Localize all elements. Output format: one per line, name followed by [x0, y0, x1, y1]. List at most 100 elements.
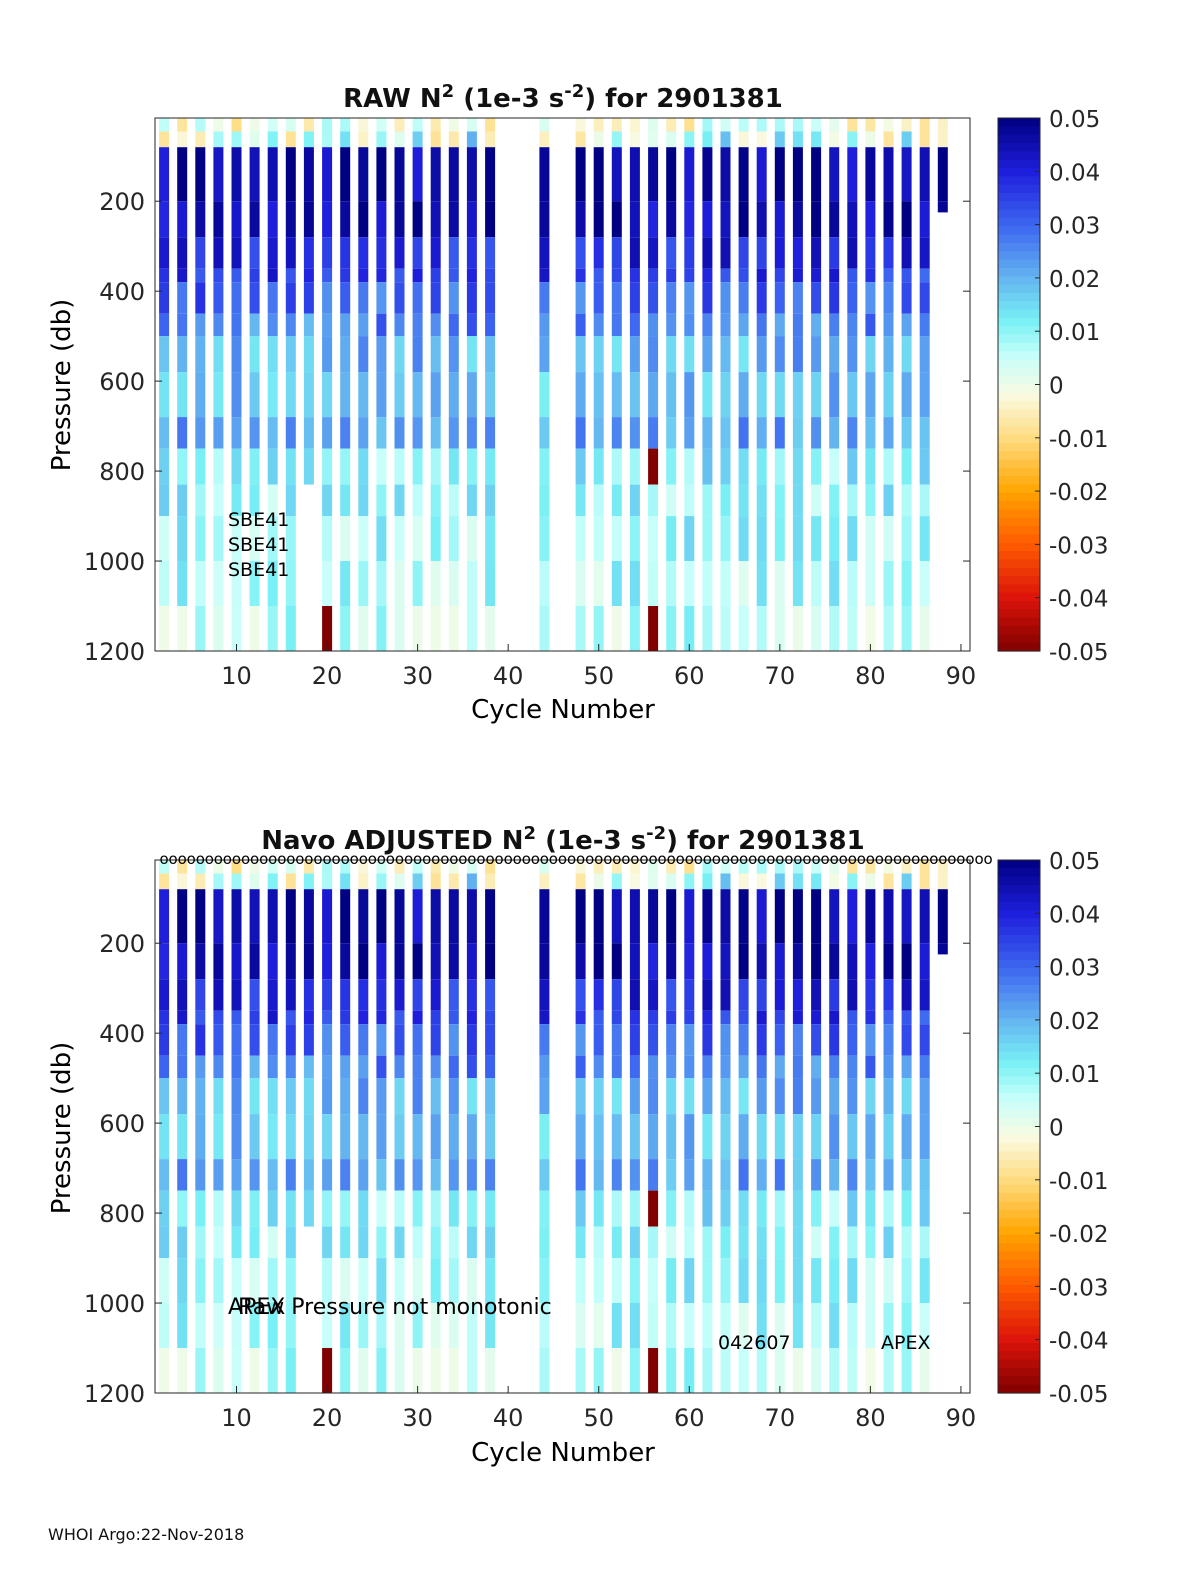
heatmap-cell: [466, 889, 477, 944]
heatmap-cell: [756, 860, 767, 874]
heatmap-cell: [575, 860, 586, 874]
heatmap-cell: [919, 1159, 930, 1191]
heatmap-cell: [448, 979, 459, 1011]
heatmap-cell: [611, 237, 622, 269]
colorbar-swatch: [998, 584, 1040, 594]
heatmap-cell: [811, 1258, 822, 1304]
heatmap-cell: [394, 943, 405, 980]
heatmap-cell: [792, 1010, 803, 1025]
profile-marker: o: [359, 850, 368, 868]
heatmap-cell: [629, 268, 640, 283]
heatmap-cell: [883, 1303, 894, 1348]
heatmap-cell: [358, 1078, 369, 1115]
heatmap-cell: [901, 1159, 912, 1191]
heatmap-cell: [485, 313, 496, 337]
heatmap-cell: [901, 1055, 912, 1079]
heatmap-cell: [159, 372, 170, 418]
heatmap-cell: [720, 1303, 731, 1348]
heatmap-cell: [267, 1078, 278, 1115]
heatmap-cell: [774, 448, 785, 485]
heatmap-cell: [575, 448, 586, 485]
heatmap-cell: [159, 943, 170, 980]
heatmap-cell: [539, 237, 550, 269]
profile-marker: o: [277, 850, 286, 868]
heatmap-cell: [249, 1078, 260, 1115]
colorbar-swatch: [998, 918, 1040, 928]
heatmap-cell: [231, 372, 242, 418]
heatmap-cell: [340, 873, 351, 890]
heatmap-cell: [666, 943, 677, 980]
colorbar-swatch: [998, 551, 1040, 560]
colorbar-swatch: [998, 384, 1040, 394]
profile-marker: o: [350, 850, 359, 868]
heatmap-cell: [792, 1348, 803, 1393]
colorbar-swatch: [998, 1259, 1040, 1269]
heatmap-cell: [811, 1078, 822, 1115]
heatmap-cell: [919, 1114, 930, 1160]
heatmap-cell: [303, 237, 314, 269]
colorbar-tick-label: 0.03: [1049, 956, 1100, 982]
heatmap-cell: [394, 336, 405, 373]
heatmap-cell: [738, 1226, 749, 1259]
heatmap-cell: [756, 336, 767, 373]
heatmap-cell: [376, 1159, 387, 1191]
heatmap-cell: [919, 282, 930, 314]
colorbar-swatch: [998, 509, 1040, 519]
heatmap-cell: [303, 417, 314, 449]
heatmap-cell: [919, 1055, 930, 1079]
heatmap-cell: [376, 889, 387, 944]
adjusted-annotation-pressure: Raw Pressure not monotonic: [238, 1295, 552, 1320]
profile-marker: o: [232, 850, 241, 868]
heatmap-cell: [340, 448, 351, 485]
profile-marker: o: [377, 850, 386, 868]
heatmap-cell: [901, 979, 912, 1011]
y-tick-label: 400: [99, 1020, 145, 1048]
heatmap-cell: [303, 860, 314, 874]
heatmap-cell: [539, 1010, 550, 1025]
heatmap-cell: [412, 1024, 423, 1056]
heatmap-cell: [829, 1303, 840, 1348]
heatmap-cell: [811, 516, 822, 562]
heatmap-cell: [376, 979, 387, 1011]
colorbar-swatch: [998, 1359, 1040, 1369]
heatmap-cell: [666, 1114, 677, 1160]
heatmap-cell: [919, 372, 930, 418]
profile-marker: o: [667, 850, 676, 868]
colorbar-tick-label: 0.05: [1049, 849, 1100, 875]
heatmap-cell: [575, 201, 586, 238]
heatmap-cell: [684, 1303, 695, 1348]
heatmap-cell: [847, 860, 858, 874]
colorbar-swatch: [998, 209, 1040, 219]
heatmap-cell: [901, 1190, 912, 1227]
heatmap-cell: [792, 131, 803, 148]
heatmap-cell: [684, 282, 695, 314]
heatmap-cell: [285, 1114, 296, 1160]
heatmap-cell: [231, 889, 242, 944]
heatmap-cell: [267, 1055, 278, 1079]
heatmap-cell: [593, 1348, 604, 1393]
heatmap-cell: [231, 1078, 242, 1115]
colorbar-swatch: [998, 359, 1040, 369]
heatmap-cell: [702, 1010, 713, 1025]
heatmap-cell: [829, 1258, 840, 1304]
heatmap-cell: [539, 1348, 550, 1393]
heatmap-cell: [629, 516, 640, 562]
heatmap-cell: [412, 1078, 423, 1115]
heatmap-cell: [792, 1024, 803, 1056]
colorbar-swatch: [998, 1059, 1040, 1069]
heatmap-cell: [575, 237, 586, 269]
colorbar-swatch: [998, 1334, 1040, 1344]
heatmap-cell: [213, 943, 224, 980]
x-tick-label: 30: [402, 1404, 433, 1432]
heatmap-cell: [539, 372, 550, 418]
heatmap-cell: [213, 1024, 224, 1056]
heatmap-cell: [195, 417, 206, 449]
heatmap-cell: [430, 448, 441, 485]
heatmap-cell: [593, 1078, 604, 1115]
profile-marker: o: [639, 850, 648, 868]
heatmap-cell: [774, 268, 785, 283]
heatmap-cell: [792, 1078, 803, 1115]
heatmap-cell: [865, 1190, 876, 1227]
heatmap-cell: [285, 448, 296, 485]
heatmap-cell: [901, 282, 912, 314]
